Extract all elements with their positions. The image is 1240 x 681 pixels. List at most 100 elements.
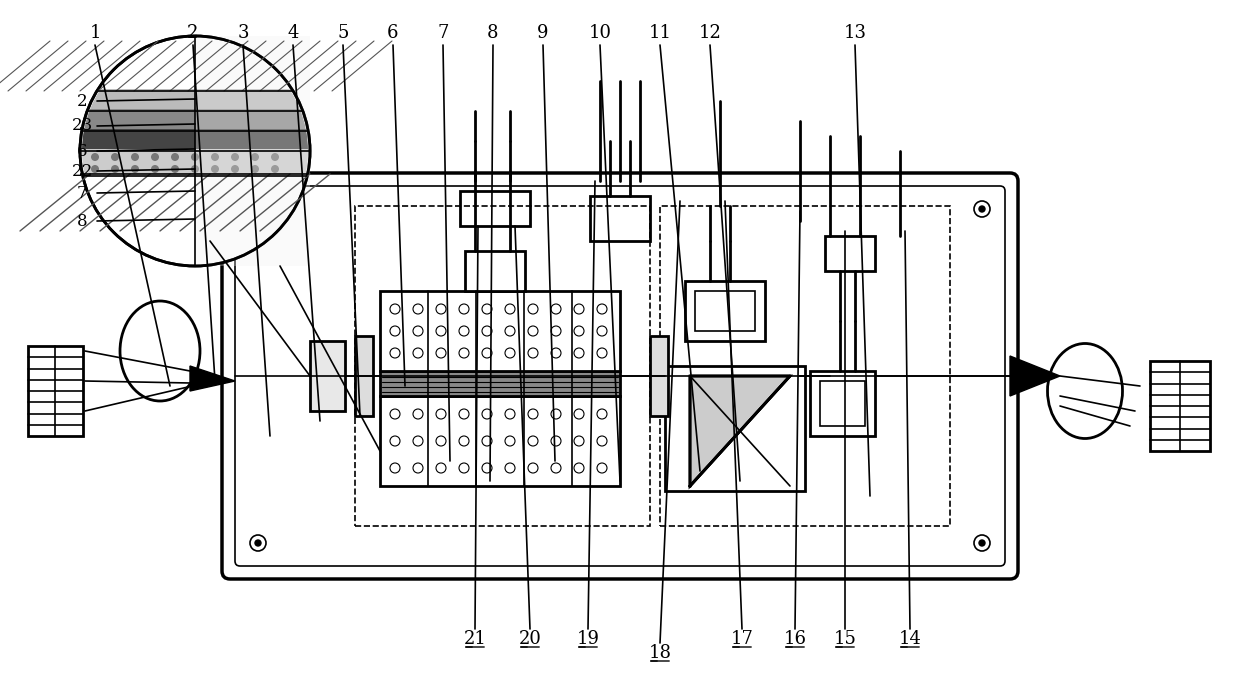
Text: 3: 3: [237, 24, 249, 42]
Bar: [460, 191, 529, 226]
Circle shape: [596, 463, 608, 473]
Text: 9: 9: [537, 24, 549, 42]
Circle shape: [391, 409, 401, 419]
Circle shape: [413, 463, 423, 473]
Text: 2: 2: [187, 24, 198, 42]
Bar: [465, 251, 525, 291]
FancyBboxPatch shape: [222, 173, 1018, 579]
Text: 15: 15: [833, 630, 857, 648]
Circle shape: [528, 304, 538, 314]
Circle shape: [191, 165, 198, 173]
Circle shape: [505, 304, 515, 314]
Circle shape: [551, 436, 560, 446]
Circle shape: [51, 153, 60, 161]
Circle shape: [436, 463, 446, 473]
Circle shape: [505, 409, 515, 419]
Circle shape: [505, 348, 515, 358]
Circle shape: [91, 153, 99, 161]
Text: 2: 2: [77, 93, 87, 110]
Bar: [81, 41, 310, 91]
Circle shape: [255, 540, 260, 546]
Text: 7: 7: [438, 24, 449, 42]
Circle shape: [112, 165, 119, 173]
Circle shape: [973, 201, 990, 217]
Circle shape: [459, 409, 469, 419]
Bar: [665, 366, 805, 491]
Circle shape: [551, 409, 560, 419]
Circle shape: [574, 348, 584, 358]
Circle shape: [551, 304, 560, 314]
Circle shape: [131, 153, 139, 161]
Bar: [81, 149, 310, 176]
Circle shape: [528, 409, 538, 419]
Circle shape: [459, 436, 469, 446]
Circle shape: [574, 436, 584, 446]
Circle shape: [391, 348, 401, 358]
Bar: [590, 196, 650, 241]
Polygon shape: [689, 376, 790, 486]
Circle shape: [528, 436, 538, 446]
Circle shape: [482, 348, 492, 358]
Circle shape: [391, 326, 401, 336]
Circle shape: [391, 436, 401, 446]
Circle shape: [112, 153, 119, 161]
Circle shape: [171, 165, 179, 173]
Bar: [81, 129, 310, 151]
Text: 16: 16: [784, 630, 806, 648]
Circle shape: [436, 304, 446, 314]
Bar: [29, 346, 83, 436]
Circle shape: [980, 206, 985, 212]
Circle shape: [255, 206, 260, 212]
Text: 11: 11: [649, 24, 672, 42]
Circle shape: [551, 348, 560, 358]
Polygon shape: [190, 366, 236, 391]
Circle shape: [459, 326, 469, 336]
Text: 7: 7: [77, 185, 87, 202]
Text: 6: 6: [77, 142, 87, 159]
Circle shape: [528, 326, 538, 336]
Circle shape: [482, 436, 492, 446]
Circle shape: [413, 326, 423, 336]
Circle shape: [980, 540, 985, 546]
Circle shape: [250, 165, 259, 173]
Circle shape: [574, 409, 584, 419]
Circle shape: [436, 409, 446, 419]
Text: 17: 17: [730, 630, 754, 648]
Bar: [684, 281, 765, 341]
Circle shape: [151, 165, 159, 173]
Bar: [379, 371, 620, 396]
Text: 6: 6: [387, 24, 399, 42]
Circle shape: [31, 165, 38, 173]
Circle shape: [71, 165, 79, 173]
Circle shape: [413, 409, 423, 419]
Bar: [355, 206, 650, 526]
Circle shape: [231, 153, 239, 161]
Circle shape: [596, 326, 608, 336]
Circle shape: [482, 326, 492, 336]
Bar: [195, 36, 310, 266]
Text: 10: 10: [589, 24, 611, 42]
Circle shape: [71, 153, 79, 161]
Text: 23: 23: [72, 118, 93, 135]
Circle shape: [482, 409, 492, 419]
Bar: [310, 341, 345, 411]
Text: 4: 4: [288, 24, 299, 42]
Circle shape: [436, 348, 446, 358]
Polygon shape: [1011, 356, 1060, 396]
Text: 8: 8: [487, 24, 498, 42]
Circle shape: [391, 304, 401, 314]
Bar: [650, 336, 668, 416]
Circle shape: [211, 165, 219, 173]
Text: 5: 5: [337, 24, 348, 42]
Bar: [810, 371, 875, 436]
Circle shape: [250, 535, 267, 551]
Text: 8: 8: [77, 212, 87, 229]
Bar: [355, 336, 373, 416]
Text: 20: 20: [518, 630, 542, 648]
Circle shape: [91, 165, 99, 173]
Text: 14: 14: [899, 630, 921, 648]
Circle shape: [250, 201, 267, 217]
Circle shape: [459, 304, 469, 314]
Circle shape: [413, 304, 423, 314]
Circle shape: [596, 409, 608, 419]
